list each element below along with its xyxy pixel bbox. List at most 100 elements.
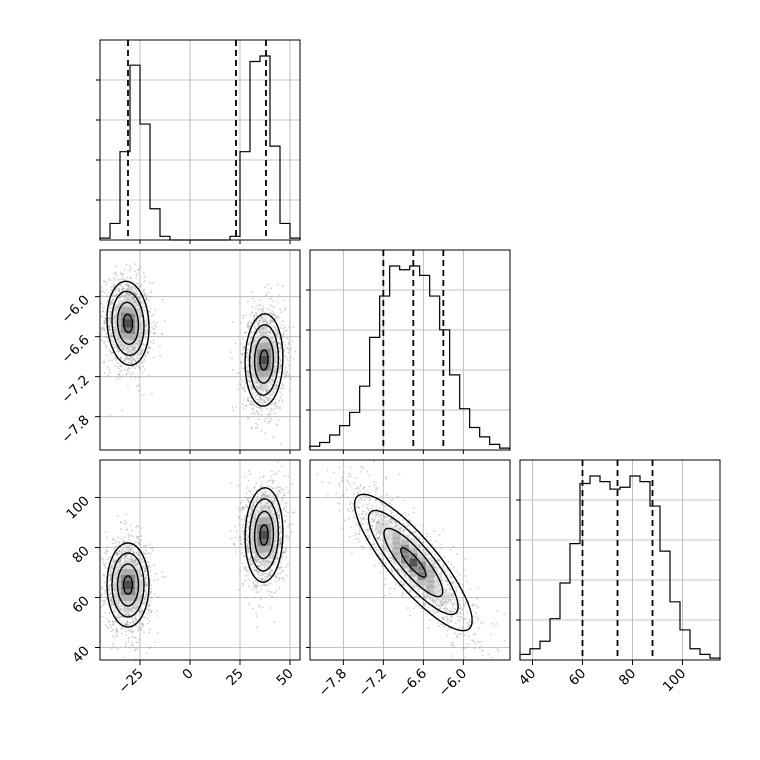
scatter-point — [236, 372, 239, 375]
scatter-point — [267, 397, 269, 399]
scatter-point — [126, 288, 129, 291]
scatter-point — [148, 604, 151, 607]
scatter-point — [272, 436, 274, 439]
scatter-point — [151, 547, 154, 550]
scatter-point — [283, 330, 286, 333]
scatter-point — [278, 370, 281, 373]
scatter-point — [242, 507, 245, 510]
scatter-point — [263, 401, 266, 404]
scatter-point — [132, 535, 134, 538]
scatter-point — [242, 398, 245, 401]
scatter-point — [248, 373, 251, 376]
scatter-point — [139, 611, 141, 614]
scatter-point — [118, 350, 121, 352]
scatter-point — [281, 285, 284, 288]
scatter-point — [269, 394, 272, 397]
scatter-point — [272, 300, 275, 303]
scatter-point — [142, 601, 145, 604]
scatter-point — [286, 347, 289, 350]
scatter-point — [127, 287, 130, 290]
scatter-point — [250, 321, 253, 324]
contour-level-0 — [106, 280, 150, 367]
scatter-point — [128, 284, 130, 287]
scatter-point — [125, 613, 128, 616]
contour-level-3 — [122, 313, 134, 333]
scatter-point — [122, 295, 124, 298]
scatter-point — [138, 609, 141, 612]
scatter-point — [246, 351, 248, 354]
scatter-point — [269, 331, 271, 333]
scatter-point — [106, 625, 109, 628]
scatter-point — [268, 420, 271, 423]
scatter-point — [108, 611, 111, 614]
scatter-point — [101, 615, 104, 618]
scatter-point — [127, 628, 130, 631]
scatter-point — [256, 304, 259, 307]
scatter-point — [275, 384, 277, 387]
scatter-point — [240, 361, 243, 363]
scatter-point — [103, 600, 106, 602]
scatter-point — [261, 398, 263, 401]
scatter-point — [144, 293, 147, 295]
scatter-point — [262, 318, 265, 321]
scatter-point — [246, 359, 249, 362]
scatter-point — [149, 341, 152, 343]
scatter-point — [103, 323, 105, 326]
scatter-point — [117, 362, 120, 365]
scatter-point — [254, 306, 257, 309]
scatter-point — [109, 568, 112, 570]
scatter-point — [129, 663, 131, 665]
scatter-point — [151, 281, 154, 284]
scatter-point — [247, 399, 249, 402]
scatter-point — [278, 419, 281, 422]
scatter-point — [123, 269, 126, 271]
scatter-point — [134, 263, 136, 266]
scatter-point — [123, 551, 126, 553]
joint-panel-content — [100, 263, 297, 446]
scatter-point — [154, 308, 156, 311]
scatter-point — [150, 393, 153, 395]
scatter-point — [243, 346, 246, 349]
scatter-point — [137, 269, 140, 272]
scatter-point — [116, 554, 119, 557]
scatter-point — [102, 604, 105, 607]
scatter-point — [125, 549, 128, 552]
scatter-point — [138, 638, 141, 641]
scatter-point — [124, 360, 126, 363]
scatter-point — [132, 289, 135, 291]
scatter-point — [279, 359, 282, 362]
scatter-point — [258, 319, 261, 322]
scatter-point — [133, 298, 135, 301]
scatter-point — [113, 284, 116, 287]
scatter-point — [278, 356, 281, 359]
scatter-point — [110, 303, 113, 305]
scatter-point — [109, 578, 112, 581]
scatter-point — [105, 598, 108, 600]
scatter-point — [270, 287, 273, 290]
scatter-point — [101, 585, 104, 588]
scatter-point — [149, 591, 152, 594]
scatter-point — [108, 291, 111, 294]
scatter-point — [252, 392, 254, 395]
scatter-point — [247, 566, 250, 569]
scatter-point — [135, 606, 138, 609]
scatter-point — [144, 582, 147, 585]
scatter-point — [114, 540, 117, 542]
scatter-point — [108, 325, 111, 328]
scatter-point — [272, 324, 275, 327]
scatter-point — [245, 596, 247, 599]
scatter-point — [248, 320, 251, 323]
scatter-point — [275, 334, 278, 337]
scatter-point — [102, 310, 105, 313]
scatter-point — [143, 597, 146, 600]
scatter-point — [114, 289, 117, 292]
scatter-point — [125, 554, 128, 557]
scatter-point — [273, 314, 276, 317]
scatter-point — [281, 554, 283, 557]
scatter-point — [115, 633, 118, 636]
scatter-point — [120, 538, 123, 540]
scatter-point — [124, 642, 127, 645]
scatter-point — [131, 351, 134, 354]
scatter-point — [242, 584, 244, 587]
scatter-point — [136, 293, 138, 296]
